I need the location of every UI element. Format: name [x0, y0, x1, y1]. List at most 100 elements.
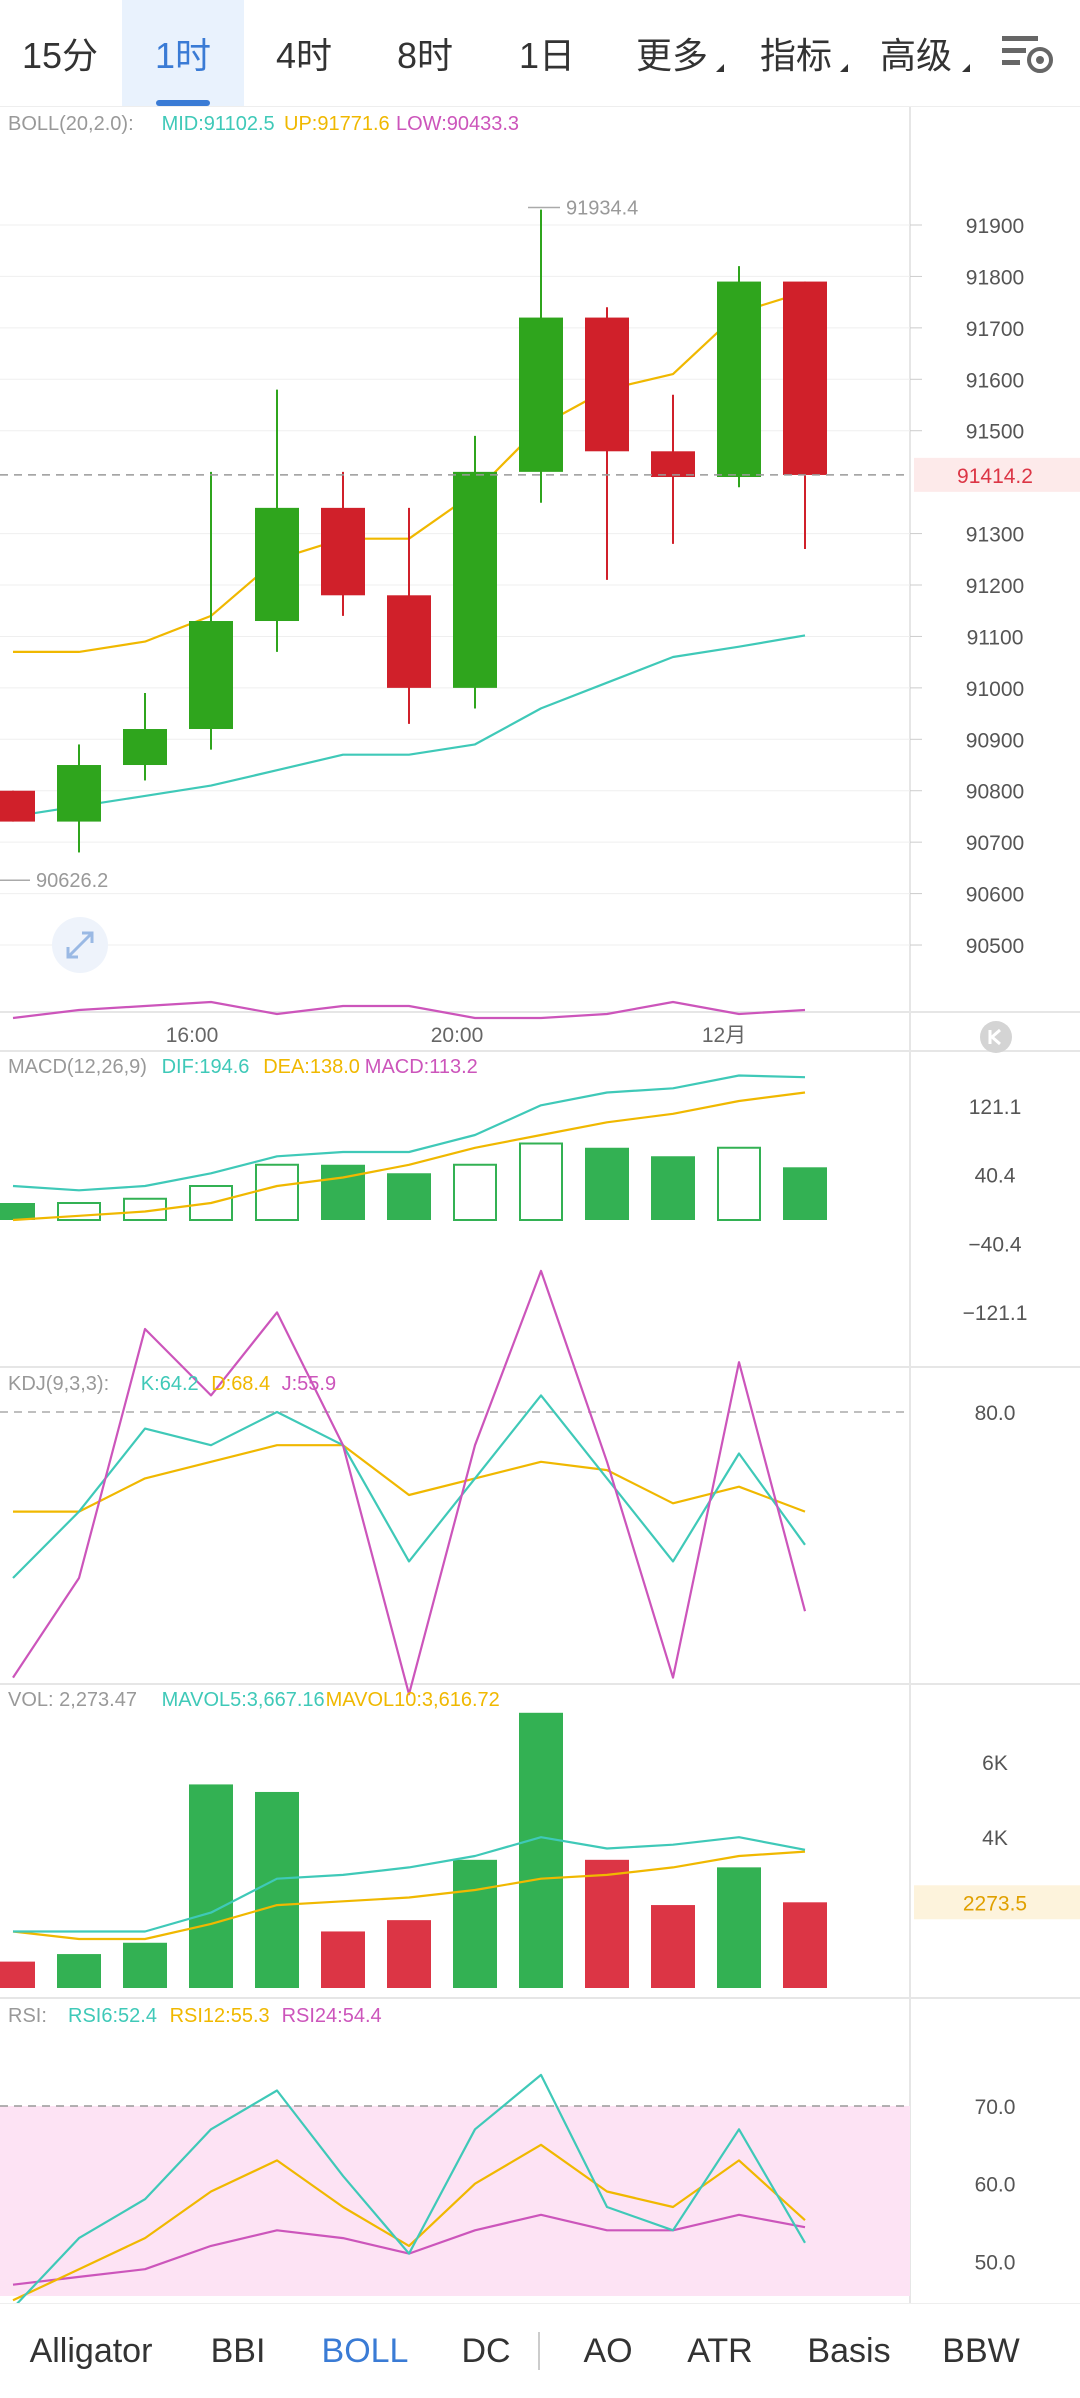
volume-bar-up — [189, 1784, 233, 1988]
scroll-to-latest-icon[interactable] — [980, 1021, 1012, 1053]
current-price-tag — [914, 457, 1080, 492]
tab-bbi[interactable]: BBI — [210, 2332, 266, 2370]
advanced-dropdown[interactable]: 高级 — [866, 0, 966, 106]
price-axis-label: 91800 — [966, 266, 1024, 289]
candle-body — [717, 281, 761, 478]
time-axis-label: 16:00 — [166, 1024, 219, 1047]
tab-boll[interactable]: BOLL — [321, 2332, 409, 2370]
timeframe-8h-tab[interactable]: 8时 — [396, 35, 454, 76]
boll-legend-up: UP:91771.6 — [284, 113, 390, 135]
candle-body — [783, 281, 827, 475]
candle-bearish[interactable] — [783, 281, 827, 550]
macd-histogram-bar — [321, 1164, 365, 1220]
rsi-legend-rsi24: RSI24:54.4 — [282, 2005, 382, 2027]
candle-bearish[interactable] — [585, 307, 629, 580]
boll-legend-mid: MID:91102.5 — [162, 113, 275, 135]
kdj-legend-prefix: KDJ(9,3,3): — [8, 1373, 109, 1395]
low-price-label: 90626.2 — [36, 870, 108, 892]
candle-bullish[interactable] — [57, 744, 101, 853]
macd-legend-macd: MACD:113.2 — [365, 1056, 478, 1078]
kdj-legend-j: J:55.9 — [282, 1373, 336, 1395]
macd-axis-label: −40.4 — [968, 1233, 1021, 1256]
macd-histogram-bar — [0, 1203, 35, 1220]
volume-bar-down — [387, 1920, 431, 1988]
macd-histogram-bar — [651, 1156, 695, 1220]
candle-bullish[interactable] — [453, 435, 497, 709]
price-axis-label: 90700 — [966, 832, 1024, 855]
macd-histogram-bar-hollow — [453, 1163, 497, 1221]
expand-icon[interactable] — [52, 917, 108, 973]
rsi-legend-rsi6: RSI6:52.4 — [68, 2005, 157, 2027]
candle-bearish[interactable] — [0, 790, 35, 822]
candle-bullish[interactable] — [123, 693, 167, 781]
volume-bar-up — [255, 1791, 299, 1988]
price-axis-label: 91200 — [966, 575, 1024, 598]
tab-dc[interactable]: DC — [461, 2332, 511, 2370]
macd-histogram-bar-hollow — [57, 1202, 101, 1221]
candle-bearish[interactable] — [651, 394, 695, 544]
tab-basis[interactable]: Basis — [807, 2332, 891, 2370]
macd-axis-label: 40.4 — [975, 1165, 1016, 1188]
volume-bar-up — [453, 1859, 497, 1988]
candle-bullish[interactable] — [189, 471, 233, 750]
volume-bar-down — [651, 1905, 695, 1988]
candle-body — [123, 729, 167, 766]
macd-legend-dea: DEA:138.0 — [263, 1056, 360, 1078]
chart-settings-icon[interactable] — [1000, 32, 1056, 76]
price-axis-label: 90600 — [966, 884, 1024, 907]
rsi-axis-label: 60.0 — [975, 2174, 1016, 2197]
indicators-label: 指标 — [759, 35, 832, 76]
candle-bullish[interactable] — [519, 209, 563, 503]
candle-body — [387, 595, 431, 688]
volume-bar-up — [717, 1867, 761, 1988]
candle-body — [57, 765, 101, 822]
indicators-dropdown[interactable]: 指标 — [746, 0, 846, 106]
boll-lower-line — [12, 634, 806, 818]
macd-histogram-bar-hollow — [717, 1146, 761, 1221]
price-axis-label: 91500 — [966, 421, 1024, 444]
volume-bar-down — [585, 1859, 629, 1988]
boll-upper-line — [12, 1000, 806, 1020]
vol-legend-prefix: VOL: 2,273.47 — [8, 1689, 137, 1711]
candle-bearish[interactable] — [387, 507, 431, 724]
time-axis-label: 12月 — [702, 1024, 746, 1047]
candle-body — [255, 507, 299, 622]
tab-bbw[interactable]: BBW — [942, 2332, 1020, 2370]
timeframe-toolbar: 15分 1时 4时 8时 1日 更多 指标 高级 — [0, 0, 1080, 107]
tab-divider — [538, 2332, 540, 2370]
volume-bar-up — [57, 1954, 101, 1988]
high-price-label: 91934.4 — [566, 198, 638, 220]
volume-bar-down — [783, 1902, 827, 1988]
scroll-icon-glyph — [988, 1028, 1001, 1046]
macd-dif-line — [12, 1074, 806, 1192]
volume-bar-up — [519, 1712, 563, 1988]
kdj-axis-label: 80.0 — [975, 1402, 1016, 1425]
macd-axis-label: 121.1 — [969, 1096, 1022, 1119]
timeframe-1h-tab[interactable]: 1时 — [122, 0, 244, 106]
more-timeframes-dropdown[interactable]: 更多 — [622, 0, 722, 106]
rsi-band — [0, 2106, 910, 2296]
candle-bullish[interactable] — [717, 266, 761, 488]
kdj-legend-k: K:64.2 — [141, 1373, 199, 1395]
candle-bullish[interactable] — [255, 389, 299, 652]
timeframe-15m-tab[interactable]: 15分 — [21, 35, 99, 76]
boll-legend-prefix: BOLL(20,2.0): — [8, 113, 134, 135]
price-axis-label: 91100 — [967, 626, 1024, 649]
price-axis-label: 91600 — [966, 369, 1024, 392]
timeframe-4h-tab[interactable]: 4时 — [275, 35, 333, 76]
candle-body — [321, 507, 365, 596]
rsi-legend-prefix: RSI: — [8, 2005, 47, 2027]
timeframe-1d-tab[interactable]: 1日 — [518, 35, 576, 76]
volume-bar-down — [0, 1961, 35, 1988]
tab-atr[interactable]: ATR — [687, 2332, 753, 2370]
tab-alligator[interactable]: Alligator — [29, 2332, 153, 2370]
price-axis-label: 91900 — [966, 215, 1024, 238]
macd-histogram-bar-hollow — [189, 1185, 233, 1221]
more-dropdown-caret-icon — [716, 64, 724, 72]
macd-legend-prefix: MACD(12,26,9) — [8, 1056, 147, 1078]
tab-ao[interactable]: AO — [583, 2332, 633, 2370]
volume-bar-up — [123, 1942, 167, 1988]
macd-axis-label: −121.1 — [963, 1302, 1028, 1325]
candle-bearish[interactable] — [321, 471, 365, 616]
